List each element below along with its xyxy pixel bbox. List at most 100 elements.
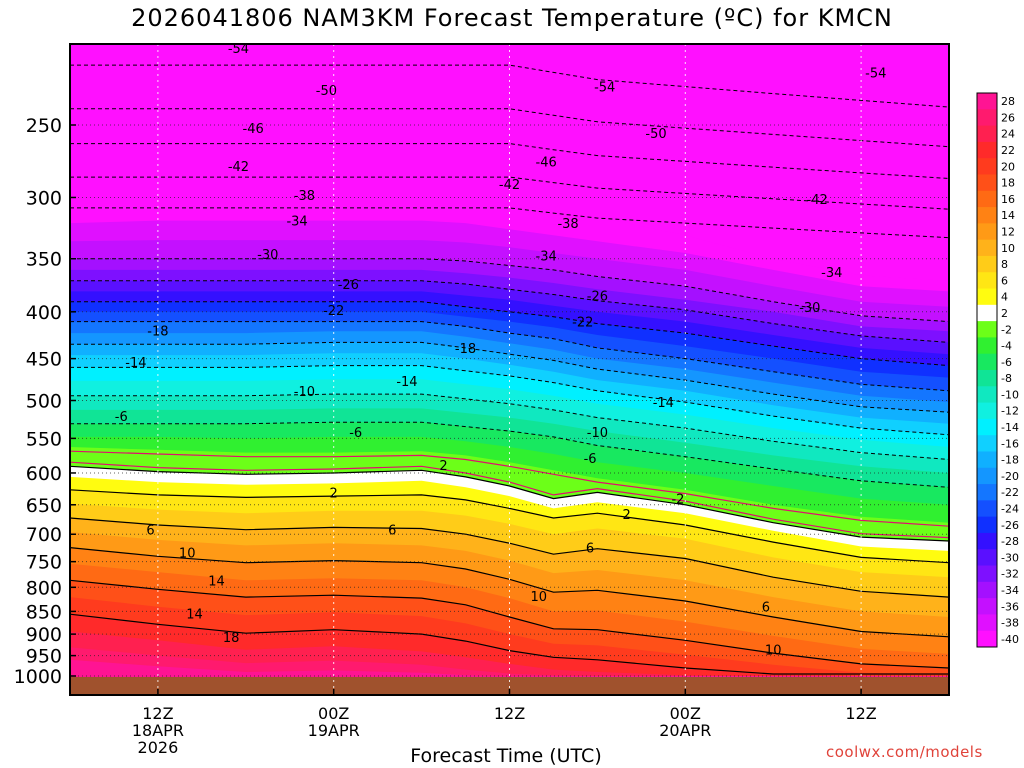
contour-label: -34 (286, 215, 307, 230)
freezing-line (70, 450, 949, 527)
colorbar-label: -40 (1001, 633, 1019, 646)
x-tick-label: 19APR (308, 721, 360, 740)
contour-label: 10 (531, 590, 548, 605)
contour-label: -50 (316, 84, 337, 99)
y-tick-label: 1000 (14, 666, 62, 688)
y-tick-label: 950 (26, 646, 62, 668)
colorbar-label: -18 (1001, 454, 1019, 467)
contour-label: 2 (330, 486, 338, 501)
isotherm-dashed (70, 64, 949, 108)
isotherm-dashed (70, 365, 949, 436)
contour-label: -14 (396, 375, 417, 390)
source-credit: coolwx.com/models (826, 743, 983, 761)
colorbar-label: -2 (1001, 323, 1012, 336)
colorbar-label: -38 (1001, 617, 1019, 630)
colorbar-label: 4 (1001, 291, 1008, 304)
colorbar-label: 8 (1001, 258, 1008, 271)
y-tick-label: 250 (26, 115, 62, 137)
colorbar-label: 10 (1001, 242, 1015, 255)
colorbar-label: 22 (1001, 144, 1015, 157)
isotherm-dashed (70, 143, 949, 179)
contour-label: -6 (115, 410, 128, 425)
colorbar-label: 6 (1001, 274, 1008, 287)
contour-label: -54 (594, 81, 615, 96)
x-tick-label: 12Z (845, 704, 876, 723)
colorbar-swatch (977, 630, 997, 648)
contour-label: 2 (623, 508, 631, 523)
colorbar-swatch (977, 370, 997, 387)
colorbar-swatch (977, 125, 997, 143)
colorbar-swatch (977, 255, 997, 273)
contour-label: -34 (536, 249, 557, 264)
contour-label: -42 (499, 178, 520, 193)
colorbar-swatch (977, 484, 997, 501)
isotherm-dashed (70, 393, 949, 460)
colorbar-swatch (977, 549, 997, 567)
isotherm-dashed (70, 301, 949, 367)
pressure-axis: 2503003504004505005506006507007508008509… (14, 115, 76, 688)
colorbar-swatch (977, 614, 997, 632)
colorbar-swatch (977, 337, 997, 355)
y-tick-label: 300 (26, 187, 62, 209)
contour-label: -26 (338, 278, 359, 293)
isotherm-dashed (70, 280, 949, 343)
contour-label: -38 (294, 189, 315, 204)
contour-label: -18 (147, 324, 168, 339)
colorbar-label: 14 (1001, 209, 1015, 222)
y-tick-label: 800 (26, 577, 62, 599)
isotherm-dashed (70, 421, 949, 488)
contour-label: 10 (179, 547, 196, 562)
contour-label: -18 (455, 342, 476, 357)
colorbar-label: -14 (1001, 421, 1019, 434)
x-tick-label: 20APR (659, 721, 711, 740)
x-tick-label: 18APR (132, 721, 184, 740)
contour-label: 6 (388, 524, 396, 539)
contour-label: 14 (186, 607, 203, 622)
colorbar-label: -32 (1001, 568, 1019, 581)
colorbar-swatch (977, 158, 997, 175)
y-tick-label: 550 (26, 428, 62, 450)
colorbar-swatch (977, 581, 997, 599)
colorbar-label: -36 (1001, 600, 1019, 613)
colorbar-label: 24 (1001, 128, 1015, 141)
x-tick-label: 2026 (138, 738, 179, 757)
contour-label: -22 (323, 304, 344, 319)
colorbar-label: 18 (1001, 177, 1015, 190)
y-tick-label: 900 (26, 624, 62, 646)
contour-labels: -54-50-46-42-38-34-30-26-22-18-14-10-6-6… (115, 42, 887, 658)
colorbar-label: -4 (1001, 340, 1012, 353)
colorbar-label: -12 (1001, 405, 1019, 418)
colorbar-swatch (977, 418, 997, 436)
colorbar-swatch (977, 174, 997, 192)
y-tick-label: 700 (26, 524, 62, 546)
x-axis-label: Forecast Time (UTC) (410, 745, 602, 767)
contour-label: 10 (765, 643, 782, 658)
y-tick-label: 850 (26, 601, 62, 623)
colorbar-swatch (977, 532, 997, 550)
colorbar-swatch (977, 321, 997, 338)
chart-title: 2026041806 NAM3KM Forecast Temperature (… (131, 4, 893, 32)
contour-label: -14 (653, 396, 674, 411)
colorbar-label: 2 (1001, 307, 1008, 320)
colorbar-label: -22 (1001, 486, 1019, 499)
isotherm-solid (70, 465, 949, 542)
x-tick-label: 12Z (142, 704, 173, 723)
isotherm-dashed (70, 258, 949, 323)
colorbar-label: -28 (1001, 535, 1019, 548)
colorbar-label: 28 (1001, 95, 1015, 108)
colorbar-swatch (977, 451, 997, 469)
contour-label: -2 (671, 493, 684, 508)
y-tick-label: 750 (26, 552, 62, 574)
colorbar-swatch (977, 598, 997, 615)
colorbar-swatch (977, 500, 997, 518)
contour-label: -54 (865, 66, 886, 81)
contour-label: -42 (228, 160, 249, 175)
contour-label: -30 (257, 248, 278, 263)
colorbar-swatch (977, 353, 997, 371)
isotherm-dashed (70, 341, 949, 413)
contour-label: -14 (125, 356, 146, 371)
y-tick-label: 350 (26, 249, 62, 271)
isotherm-dashed (70, 207, 949, 239)
colorbar-swatch (977, 565, 997, 583)
